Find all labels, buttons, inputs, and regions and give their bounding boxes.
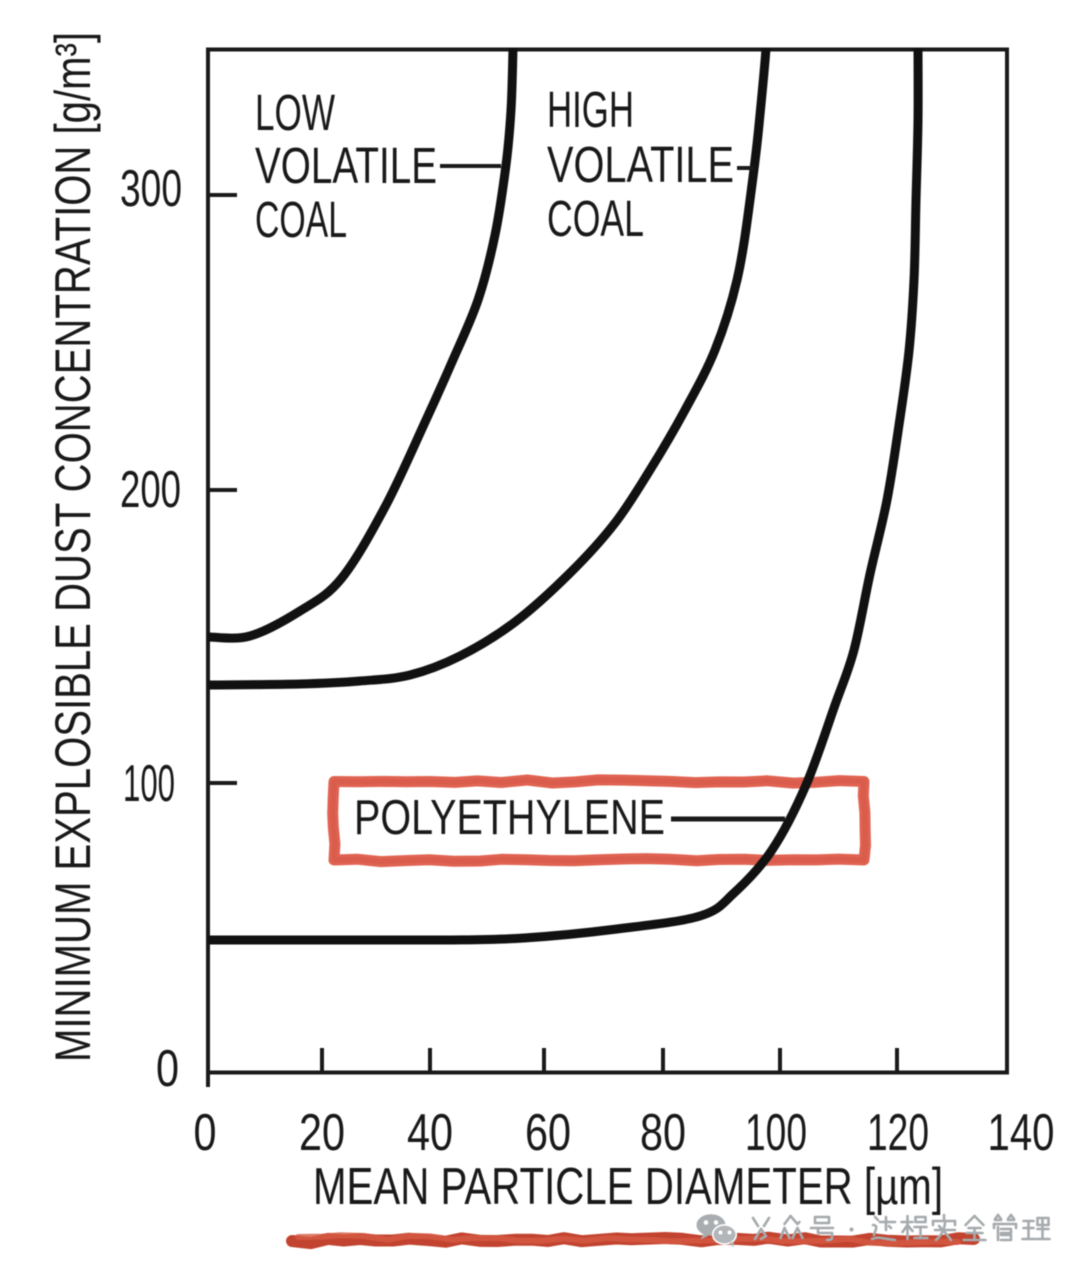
svg-text:POLYETHYLENE: POLYETHYLENE	[354, 791, 665, 845]
svg-text:LOW: LOW	[255, 84, 335, 141]
svg-text:0: 0	[156, 1040, 179, 1098]
svg-text:MINIMUM EXPLOSIBLE DUST CONCEN: MINIMUM EXPLOSIBLE DUST CONCENTRATION [g…	[45, 32, 101, 1062]
svg-text:200: 200	[120, 461, 181, 519]
svg-text:300: 300	[120, 160, 182, 218]
svg-text:VOLATILE: VOLATILE	[547, 136, 734, 193]
svg-text:80: 80	[640, 1104, 686, 1162]
svg-text:100: 100	[745, 1104, 807, 1162]
svg-text:120: 120	[867, 1104, 929, 1162]
svg-text:HIGH: HIGH	[547, 81, 634, 138]
svg-text:0: 0	[194, 1104, 217, 1162]
svg-text:VOLATILE: VOLATILE	[255, 137, 437, 194]
svg-text:40: 40	[407, 1104, 453, 1162]
svg-text:COAL: COAL	[547, 190, 644, 247]
svg-text:140: 140	[988, 1104, 1055, 1162]
svg-text:60: 60	[525, 1104, 571, 1162]
svg-text:20: 20	[299, 1104, 345, 1162]
svg-text:100: 100	[123, 755, 175, 813]
svg-text:MEAN PARTICLE DIAMETER [µm]: MEAN PARTICLE DIAMETER [µm]	[313, 1158, 943, 1216]
svg-text:COAL: COAL	[255, 191, 347, 248]
